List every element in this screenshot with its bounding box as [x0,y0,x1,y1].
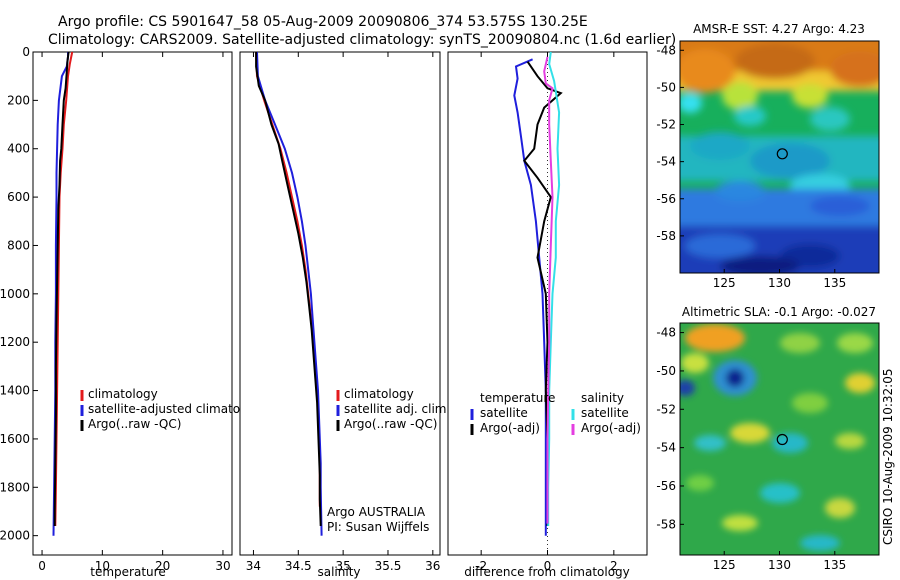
difference-legend: temperaturesatelliteArgo(-adj)salinitysa… [470,391,641,435]
figure-title-line1: Argo profile: CS 5901647_58 05-Aug-2009 … [58,14,588,30]
sla-heatmap [680,323,879,555]
sla-map-y-tick-label: -54 [656,441,676,455]
temperature-panel: 0 10 20 30 0 200 400 600 800 1000 1200 1400 1600 1800… [0,45,266,579]
sst-map-y-tick-label: -58 [656,229,676,243]
temperature-y-tick-label: 1000 [0,287,30,301]
sst-map-panel: AMSR-E SST: 4.27 Argo: 4.23 [656,22,880,290]
temperature-x-label: temperature [90,565,165,579]
temperature-y-tick-label: 1600 [0,432,30,446]
sla-map-title: Altimetric SLA: -0.1 Argo: -0.027 [682,305,876,319]
salinity-x-tick-label: 35.5 [375,559,402,573]
temperature-x-tick-label: 0 [38,559,46,573]
salinity-x-tick-label: 34 [246,559,261,573]
temperature-y-tick-label: 200 [7,93,30,107]
sst-map-y-tick-label: -50 [656,80,676,94]
salinity-x-tick-label: 36 [425,559,440,573]
temperature-series-line [53,51,70,526]
temperature-y-tick-label: 1200 [0,335,30,349]
sst-map-y-tick-label: -52 [656,118,676,132]
sla-map-y-tick-label: -52 [656,402,676,416]
sla-argo-location-marker [776,433,788,446]
difference-legend-label: Argo(-adj) [480,421,540,435]
difference-series-line [543,56,554,524]
temperature-y-tick-label: 0 [22,45,30,59]
difference-x-label: difference from climatology [464,565,630,579]
temperature-y-tick-label: 600 [7,190,30,204]
sst-map-y-tick-label: -48 [656,43,676,57]
sla-map-y-tick-label: -58 [656,517,676,531]
difference-legend-heading: salinity [581,391,624,405]
sst-map-x-tick-label: 135 [823,276,846,290]
sst-map-x-tick-label: 130 [768,276,791,290]
difference-x-tick-label: 2 [610,559,618,573]
sla-map-panel: Altimetric SLA: -0.1 Argo: -0.027 [656,305,880,572]
salinity-x-tick-label: 35 [335,559,350,573]
difference-x-tick-label: -2 [475,559,487,573]
salinity-legend-label: Argo(..raw -QC) [344,417,437,431]
temperature-y-tick-label: 1400 [0,384,30,398]
salinity-series-line [255,52,322,527]
salinity-legend-label: climatology [344,387,414,401]
temperature-plot-frame [32,51,233,556]
difference-series-line [547,51,561,526]
salinity-series-line [256,51,323,536]
sla-map-y-tick-label: -56 [656,479,676,493]
sst-map-title: AMSR-E SST: 4.27 Argo: 4.23 [693,22,865,36]
temperature-y-tick-label: 400 [7,142,30,156]
sla-map-x-tick-label: 130 [768,558,791,572]
salinity-x-tick-label: 34.5 [285,559,312,573]
difference-legend-label: satellite [480,406,528,420]
temperature-legend-label: climatology [88,387,158,401]
temperature-y-tick-label: 2000 [0,529,30,543]
salinity-annotation-2: PI: Susan Wijffels [327,520,429,534]
sst-map-y-tick-label: -56 [656,192,676,206]
salinity-x-label: salinity [317,565,360,579]
salinity-annotation-1: Argo AUSTRALIA [327,505,426,519]
temperature-x-tick-label: 30 [215,559,230,573]
temperature-y-tick-label: 1800 [0,480,30,494]
sst-map-y-tick-label: -54 [656,155,676,169]
difference-panel: -2 0 2 temperaturesatelliteArgo(-adj)salin… [447,51,648,579]
figure-title-line2: Climatology: CARS2009. Satellite-adjuste… [48,32,676,48]
temperature-legend-label: Argo(..raw -QC) [88,417,181,431]
sst-map-x-tick-label: 125 [713,276,736,290]
sst-argo-location-marker [776,148,788,160]
sla-map-x-tick-label: 125 [713,558,736,572]
temperature-y-tick-label: 800 [7,238,30,252]
sla-map-y-tick-label: -50 [656,364,676,378]
salinity-legend-label: satellite adj. clim. [344,402,450,416]
temperature-x-tick-label: 10 [95,559,110,573]
difference-legend-label: satellite [581,406,629,420]
timestamp-stamp: CSIRO 10-Aug-2009 10:32:05 [881,369,895,545]
temperature-legend-label: satellite-adjusted climatology [88,402,266,416]
difference-x-tick-label: 0 [544,559,552,573]
difference-series-line [523,61,563,526]
sst-heatmap [680,41,879,273]
sla-map-x-tick-label: 135 [823,558,846,572]
temperature-x-tick-label: 20 [155,559,170,573]
salinity-plot-frame [239,51,441,556]
sla-map-y-tick-label: -48 [656,326,676,340]
difference-legend-label: Argo(-adj) [581,421,641,435]
difference-legend-heading: temperature [480,391,555,405]
